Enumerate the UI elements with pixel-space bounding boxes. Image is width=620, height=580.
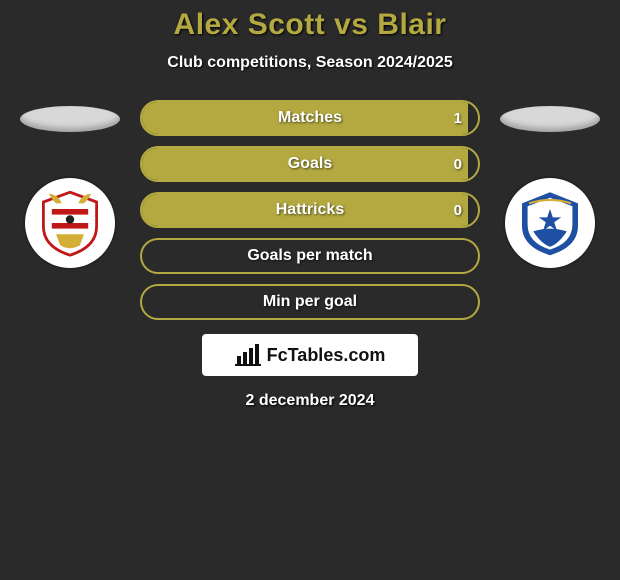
- stat-label: Hattricks: [142, 194, 478, 226]
- player-placeholder-left: [20, 106, 120, 132]
- bristol-city-crest-icon: [35, 188, 105, 258]
- stat-label: Matches: [142, 102, 478, 134]
- right-player-col: [500, 100, 600, 268]
- stat-row-goals-per-match: Goals per match: [140, 238, 480, 274]
- stat-label: Goals per match: [142, 240, 478, 272]
- fctables-link[interactable]: FcTables.com: [202, 334, 418, 376]
- stat-row-goals: Goals 0: [140, 146, 480, 182]
- stat-right-value: 0: [454, 194, 462, 226]
- stats-column: Matches 1 Goals 0 Hattricks 0 Goals per …: [140, 100, 480, 320]
- stat-right-value: 1: [454, 102, 462, 134]
- stat-right-value: 0: [454, 148, 462, 180]
- club-badge-left: [25, 178, 115, 268]
- stat-row-min-per-goal: Min per goal: [140, 284, 480, 320]
- club-badge-right: [505, 178, 595, 268]
- stat-row-hattricks: Hattricks 0: [140, 192, 480, 228]
- left-player-col: [20, 100, 120, 268]
- stat-row-matches: Matches 1: [140, 100, 480, 136]
- stat-label: Goals: [142, 148, 478, 180]
- page-title: Alex Scott vs Blair: [0, 8, 620, 42]
- player-placeholder-right: [500, 106, 600, 132]
- bar-chart-icon: [235, 344, 261, 366]
- brand-name: FcTables.com: [267, 345, 386, 366]
- main-row: Matches 1 Goals 0 Hattricks 0 Goals per …: [0, 100, 620, 320]
- date-label: 2 december 2024: [0, 392, 620, 410]
- portsmouth-crest-icon: [515, 188, 585, 258]
- comparison-card: Alex Scott vs Blair Club competitions, S…: [0, 0, 620, 410]
- stat-label: Min per goal: [142, 286, 478, 318]
- subtitle: Club competitions, Season 2024/2025: [0, 54, 620, 72]
